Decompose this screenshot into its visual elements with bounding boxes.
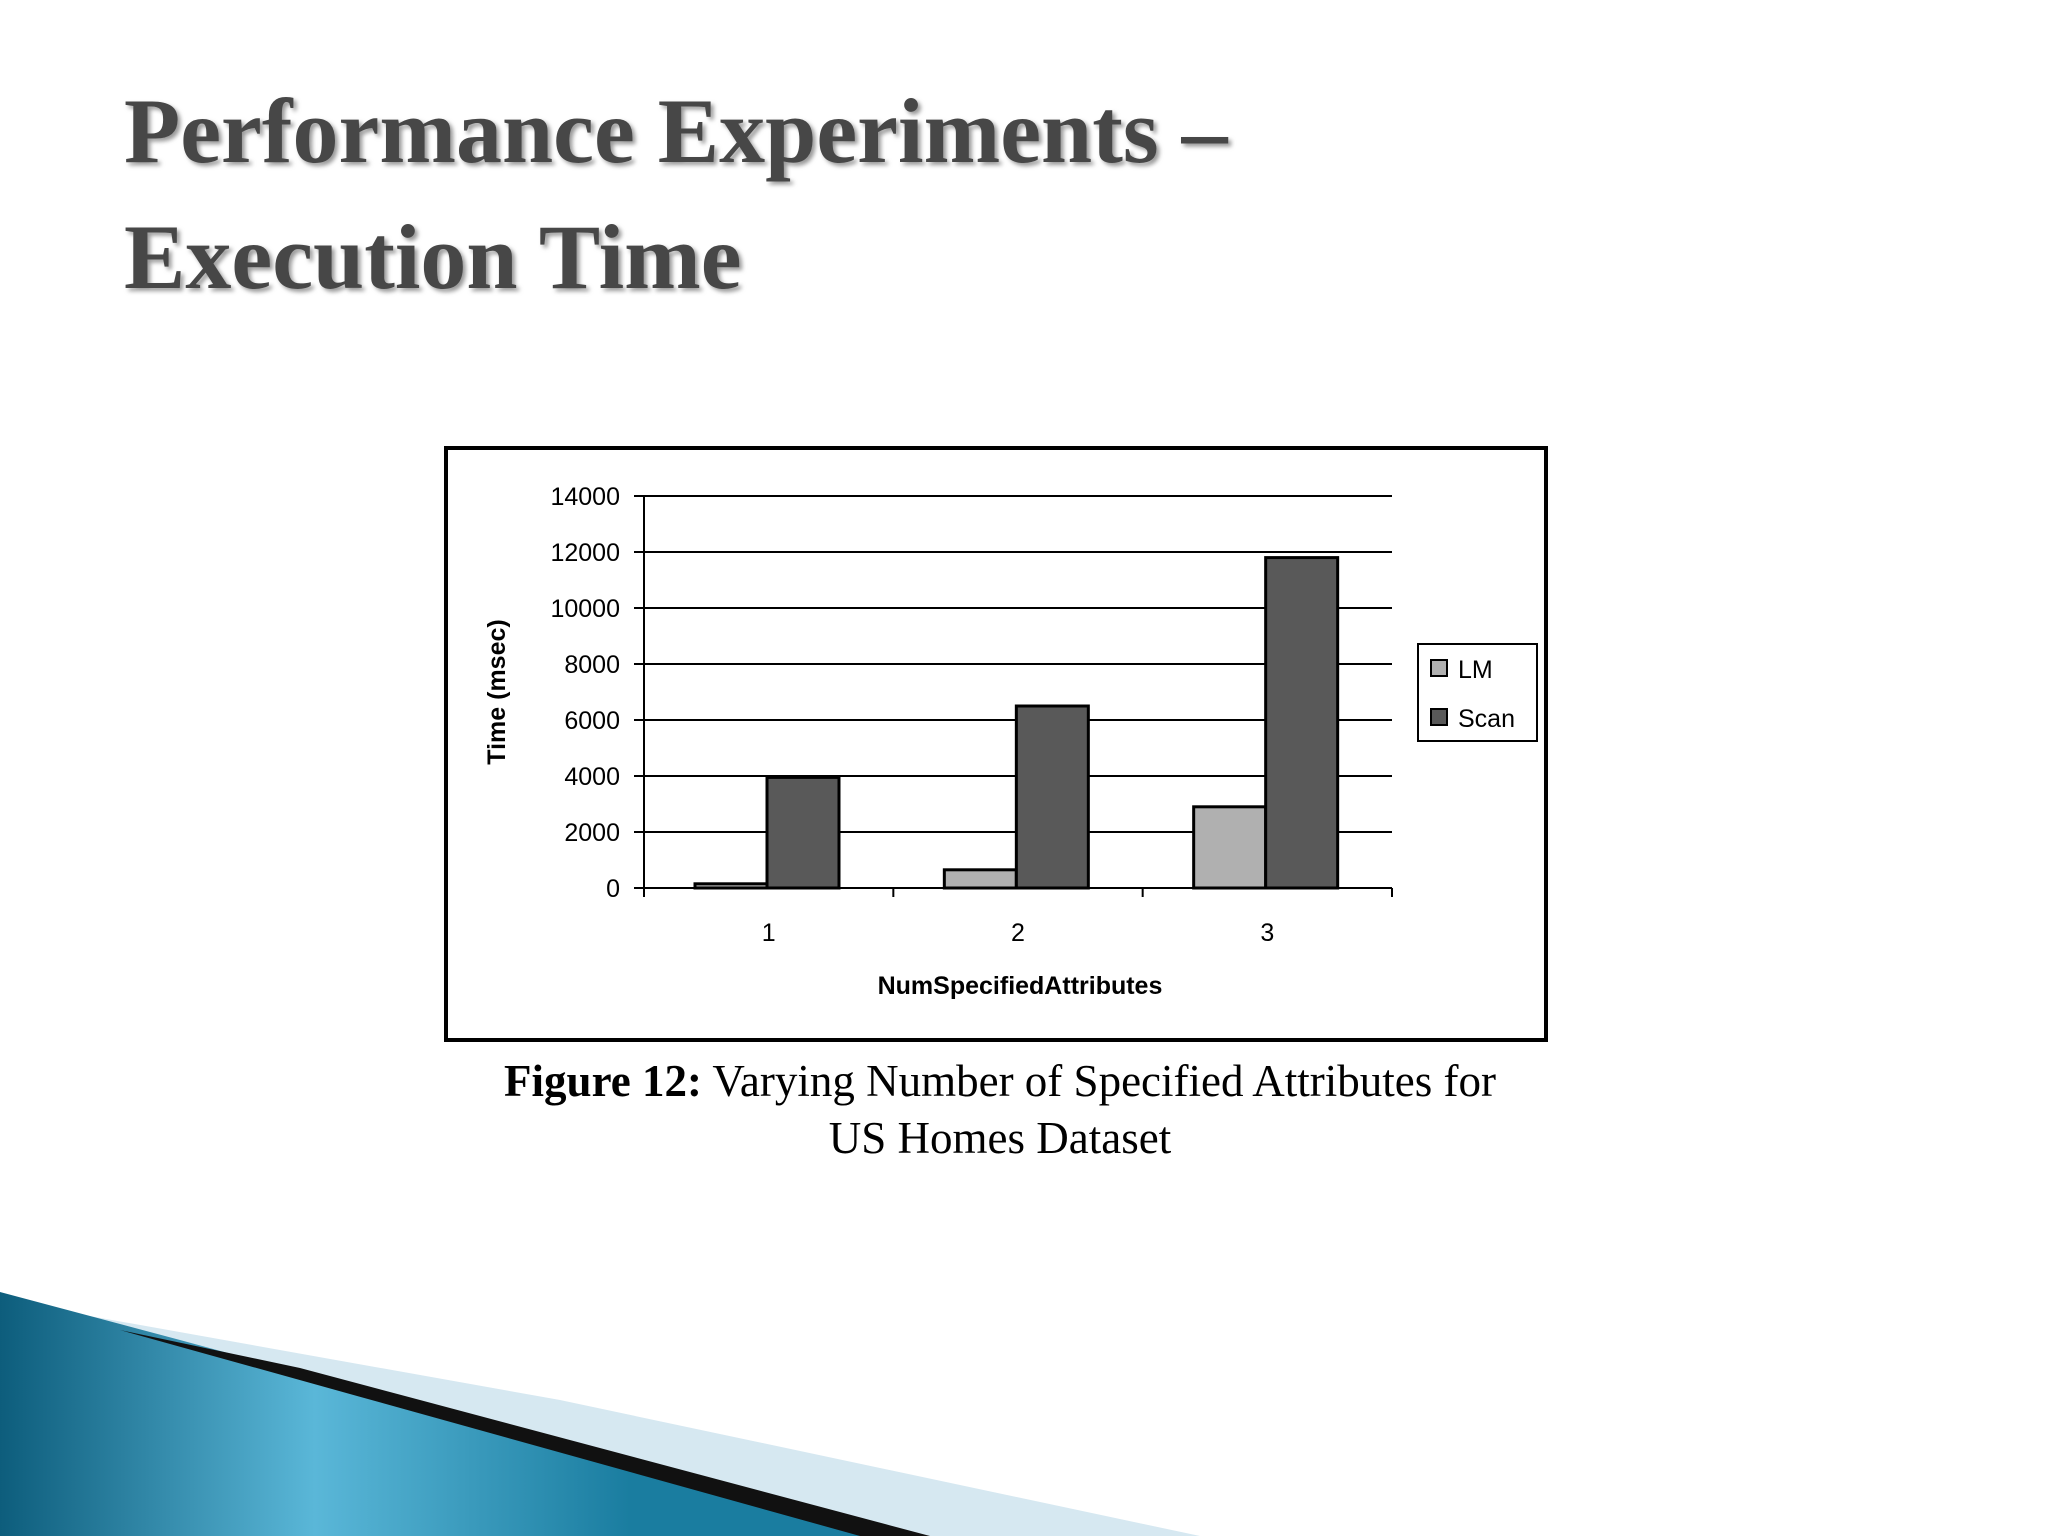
y-tick-label: 0 xyxy=(606,875,620,903)
caption-text: US Homes Dataset xyxy=(829,1113,1172,1163)
legend-swatch xyxy=(1430,659,1448,677)
bar xyxy=(1264,556,1340,890)
caption-text: Varying Number of Specified Attributes f… xyxy=(712,1056,1496,1106)
y-tick-label: 2000 xyxy=(564,819,620,847)
y-tick-label: 12000 xyxy=(550,539,620,567)
caption: Figure 12: Varying Number of Specified A… xyxy=(504,1056,1496,1106)
chart-frame xyxy=(444,446,1548,1042)
y-tick-label: 14000 xyxy=(550,483,620,511)
x-axis-label: NumSpecifiedAttributes xyxy=(878,972,1163,1000)
y-tick-label: 8000 xyxy=(564,651,620,679)
bar xyxy=(1014,704,1090,890)
slide-title: Performance Experiments – xyxy=(124,80,1229,182)
y-tick-label: 4000 xyxy=(564,763,620,791)
x-tick-label: 3 xyxy=(1260,919,1274,947)
legend-label: Scan xyxy=(1458,705,1515,733)
y-tick-label: 10000 xyxy=(550,595,620,623)
y-axis-label: Time (msec) xyxy=(483,619,511,764)
bar xyxy=(765,775,841,890)
bar xyxy=(942,868,1018,890)
legend-label: LM xyxy=(1458,656,1493,684)
slide-title: Execution Time xyxy=(124,206,742,308)
bar xyxy=(1192,805,1268,890)
swoosh-dark xyxy=(120,1330,930,1536)
x-tick-label: 2 xyxy=(1011,919,1025,947)
chart: 0 2000 4000 6000 8000 10000 12000 14000 1 2 3 NumSp… xyxy=(483,483,1538,1000)
y-tick-label: 6000 xyxy=(564,707,620,735)
x-tick-label: 1 xyxy=(762,919,776,947)
legend-swatch xyxy=(1430,708,1448,726)
caption-label: Figure 12: xyxy=(504,1056,702,1106)
